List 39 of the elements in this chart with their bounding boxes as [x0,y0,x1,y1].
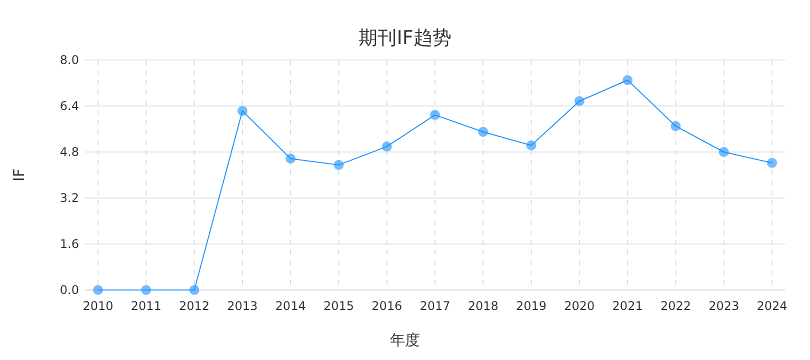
point [622,75,633,86]
x-tick-label: 2010 [82,299,114,313]
point [334,160,344,170]
point [382,142,392,152]
y-tick-label: 6.4 [60,99,79,113]
point [670,121,681,132]
y-tick-label: 0.0 [60,283,79,297]
point [286,154,296,164]
x-tick-label: 2020 [564,299,595,313]
x-tick-label: 2016 [372,299,402,313]
point [478,126,488,137]
x-tick-label: 2018 [468,299,498,313]
x-tick-label: 2013 [227,299,258,313]
x-axis-title: 年度 [390,331,420,349]
point [141,285,152,295]
x-tick-label: 2017 [420,299,450,313]
x-tick-label: 2022 [660,299,691,313]
point [93,285,103,295]
y-tick-label: 1.6 [60,237,79,251]
x-tick-label: 2023 [708,299,740,313]
point [718,147,729,157]
x-tick-label: 2019 [516,299,547,313]
x-tick-label: 2011 [130,299,162,313]
point [526,140,536,150]
point [574,96,584,106]
y-tick-label: 3.2 [60,191,79,205]
point [430,110,440,120]
y-tick-label: 4.8 [60,145,79,159]
x-tick-label: 2012 [179,299,210,313]
point [189,285,200,295]
chart-title: 期刊IF趋势 [358,27,452,49]
x-tick-label: 2014 [275,299,306,313]
point [767,158,777,168]
x-tick-label: 2021 [612,299,643,313]
x-tick-label: 2024 [756,299,788,313]
point [237,106,248,116]
y-axis-title: IF [10,168,28,182]
x-tick-label: 2015 [323,299,354,313]
y-tick-label: 8.0 [60,53,79,67]
